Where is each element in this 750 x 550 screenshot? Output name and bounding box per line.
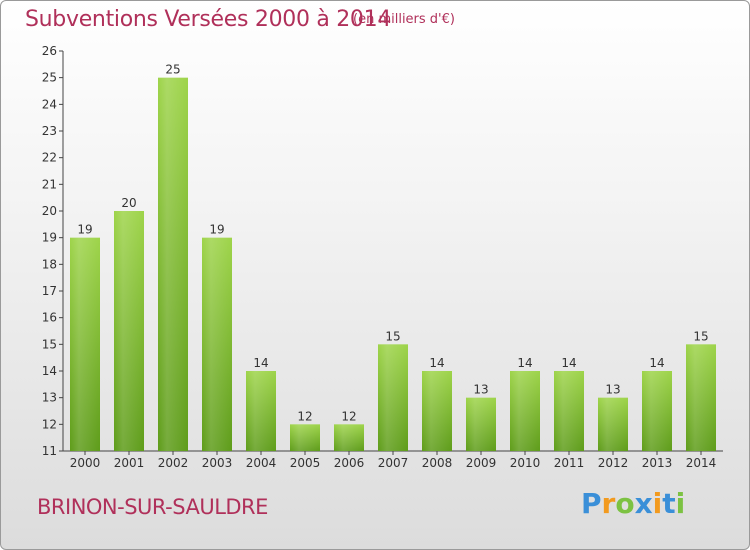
value-label: 14 [517,356,532,370]
x-tick-label: 2007 [378,456,409,470]
logo-letter: P [581,487,602,520]
y-tick-label: 20 [42,204,57,218]
axes: 11 12 13 14 15 16 17 18 19 20 21 22 23 24 25 26 2000 2001… [42,44,723,470]
x-tick-label: 2001 [114,456,145,470]
chart-unit-note: (en milliers d'€) [353,12,455,27]
value-label: 14 [561,356,576,370]
y-tick-label: 11 [42,444,57,458]
value-label: 19 [209,223,224,237]
place-name: BRINON-SUR-SAULDRE [37,495,268,519]
logo-letter: i [652,487,663,520]
bar-highlight [202,237,232,451]
bars [70,77,716,452]
value-label: 20 [121,196,136,210]
y-tick-label: 22 [42,151,57,165]
value-label: 15 [385,329,400,343]
logo-letter: r [601,487,616,520]
value-label: 13 [605,383,620,397]
x-tick-label: 2005 [290,456,321,470]
bar-highlight [334,424,364,451]
chart-title: Subventions Versées 2000 à 2014 [25,7,392,32]
value-label: 12 [341,409,356,423]
y-tick-label: 23 [42,124,57,138]
proxiti-logo: Proxiti [581,487,685,520]
x-tick-label: 2002 [158,456,189,470]
y-tick-label: 24 [42,97,57,111]
value-label: 14 [649,356,664,370]
y-tick-label: 19 [42,231,57,245]
x-tick-label: 2004 [246,456,277,470]
y-tick-label: 21 [42,177,57,191]
logo-letter: i [675,487,686,520]
bar-highlight [114,211,144,451]
y-tick-label: 15 [42,337,57,351]
x-tick-label: 2003 [202,456,233,470]
y-tick-label: 12 [42,417,57,431]
bar-highlight [422,371,452,451]
value-label: 15 [693,329,708,343]
logo-letter: o [615,487,635,520]
y-tick-label: 25 [42,71,57,85]
value-label: 19 [77,223,92,237]
x-tick-label: 2009 [466,456,497,470]
x-tick-label: 2000 [70,456,101,470]
value-label: 14 [253,356,268,370]
bar-highlight [246,371,276,451]
value-label: 14 [429,356,444,370]
y-tick-label: 13 [42,391,57,405]
logo-letter: x [634,487,653,520]
logo-letter: t [662,487,676,520]
x-tick-label: 2014 [686,456,717,470]
y-tick-label: 14 [42,364,57,378]
bar-highlight [466,397,496,451]
bar-highlight [686,344,716,451]
x-tick-label: 2012 [598,456,629,470]
x-tick-label: 2006 [334,456,365,470]
bar-highlight [378,344,408,451]
value-labels: 19 20 25 19 14 12 12 15 14 13 14 14 13 14 15 [77,63,708,424]
y-tick-label: 18 [42,257,57,271]
x-tick-label: 2013 [642,456,673,470]
x-tick-label: 2010 [510,456,541,470]
bar-highlight [290,424,320,451]
bar-highlight [642,371,672,451]
value-label: 25 [165,63,180,77]
bar-highlight [598,397,628,451]
value-label: 13 [473,383,488,397]
value-label: 12 [297,409,312,423]
bar-highlight [158,77,188,452]
x-tick-label: 2011 [554,456,585,470]
x-tick-label: 2008 [422,456,453,470]
bar-highlight [554,371,584,451]
bar-chart: 11 12 13 14 15 16 17 18 19 20 21 22 23 24 25 26 2000 2001… [42,44,723,470]
y-tick-label: 16 [42,311,57,325]
y-tick-label: 17 [42,284,57,298]
bar-highlight [510,371,540,451]
bar-highlight [70,237,100,451]
y-tick-label: 26 [42,44,57,58]
